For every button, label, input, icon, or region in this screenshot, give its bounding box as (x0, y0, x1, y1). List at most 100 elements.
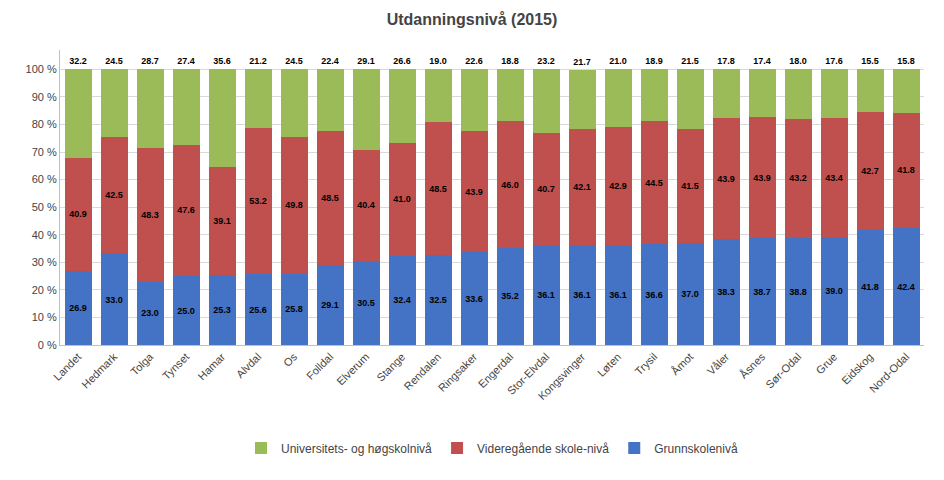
svg-text:22.6: 22.6 (465, 56, 483, 66)
svg-text:39.1: 39.1 (213, 216, 231, 226)
svg-text:39.0: 39.0 (825, 286, 843, 296)
svg-text:53.2: 53.2 (249, 196, 267, 206)
svg-text:41.8: 41.8 (861, 282, 879, 292)
svg-text:48.3: 48.3 (141, 210, 159, 220)
svg-text:43.4: 43.4 (825, 173, 843, 183)
svg-text:42.4: 42.4 (897, 282, 915, 292)
svg-text:Tynset: Tynset (160, 351, 191, 382)
svg-text:Løten: Løten (595, 351, 623, 379)
svg-text:49.8: 49.8 (285, 200, 303, 210)
svg-text:42.1: 42.1 (573, 182, 591, 192)
svg-text:Elverum: Elverum (334, 351, 371, 388)
svg-text:18.9: 18.9 (645, 56, 663, 66)
svg-text:Videregående skole-nivå: Videregående skole-nivå (477, 442, 609, 456)
svg-text:Hedmark: Hedmark (79, 350, 119, 390)
svg-text:46.0: 46.0 (501, 180, 519, 190)
svg-text:21.2: 21.2 (249, 56, 267, 66)
svg-text:32.2: 32.2 (69, 56, 87, 66)
svg-text:48.5: 48.5 (429, 184, 447, 194)
svg-text:40.7: 40.7 (537, 184, 555, 194)
svg-text:38.8: 38.8 (789, 287, 807, 297)
svg-text:28.7: 28.7 (141, 56, 159, 66)
svg-text:29.1: 29.1 (357, 56, 375, 66)
svg-text:42.7: 42.7 (861, 166, 879, 176)
svg-text:40.9: 40.9 (69, 209, 87, 219)
svg-text:19.0: 19.0 (429, 56, 447, 66)
svg-text:24.5: 24.5 (285, 56, 303, 66)
svg-text:Alvdal: Alvdal (234, 351, 264, 381)
svg-text:43.2: 43.2 (789, 173, 807, 183)
svg-text:10 %: 10 % (32, 311, 57, 323)
svg-text:25.8: 25.8 (285, 304, 303, 314)
svg-text:18.0: 18.0 (789, 56, 807, 66)
svg-text:70 %: 70 % (32, 146, 57, 158)
svg-text:Universitets- og høgskolnivå: Universitets- og høgskolnivå (281, 442, 432, 456)
svg-text:25.0: 25.0 (177, 306, 195, 316)
svg-text:21.5: 21.5 (681, 56, 699, 66)
svg-text:33.6: 33.6 (465, 294, 483, 304)
svg-text:Eidskog: Eidskog (839, 351, 875, 387)
svg-text:23.2: 23.2 (537, 56, 555, 66)
svg-text:Hamar: Hamar (195, 350, 227, 382)
svg-text:43.9: 43.9 (465, 187, 483, 197)
svg-text:Grue: Grue (814, 351, 840, 377)
svg-text:21.7: 21.7 (573, 57, 591, 67)
svg-text:Stor-Elvdal: Stor-Elvdal (505, 351, 552, 398)
svg-text:Rendalen: Rendalen (402, 351, 444, 393)
svg-text:36.1: 36.1 (609, 290, 627, 300)
svg-text:37.0: 37.0 (681, 289, 699, 299)
svg-text:23.0: 23.0 (141, 308, 159, 318)
svg-text:Sør-Odal: Sør-Odal (763, 351, 803, 391)
svg-text:Folldal: Folldal (304, 351, 335, 382)
svg-text:43.9: 43.9 (753, 173, 771, 183)
svg-text:22.4: 22.4 (321, 56, 339, 66)
svg-text:Åsnes: Åsnes (737, 350, 767, 380)
svg-text:0 %: 0 % (38, 339, 57, 351)
svg-text:41.5: 41.5 (681, 181, 699, 191)
svg-text:Os: Os (281, 350, 300, 369)
svg-text:30 %: 30 % (32, 256, 57, 268)
svg-text:25.6: 25.6 (249, 305, 267, 315)
svg-text:17.8: 17.8 (717, 56, 735, 66)
svg-text:50 %: 50 % (32, 201, 57, 213)
svg-text:38.7: 38.7 (753, 287, 771, 297)
svg-text:36.1: 36.1 (573, 290, 591, 300)
svg-text:Kongsvinger: Kongsvinger (536, 350, 588, 402)
svg-text:Trysil: Trysil (633, 351, 660, 378)
svg-text:17.6: 17.6 (825, 56, 843, 66)
svg-text:41.0: 41.0 (393, 194, 411, 204)
svg-text:100 %: 100 % (26, 63, 57, 75)
svg-text:80 %: 80 % (32, 118, 57, 130)
svg-text:35.2: 35.2 (501, 291, 519, 301)
svg-text:21.0: 21.0 (609, 56, 627, 66)
svg-text:Åmot: Åmot (669, 351, 696, 378)
svg-text:Grunnskolenivå: Grunnskolenivå (654, 442, 738, 456)
svg-text:42.5: 42.5 (105, 190, 123, 200)
svg-text:Ringsaker: Ringsaker (436, 350, 480, 394)
svg-text:25.3: 25.3 (213, 305, 231, 315)
svg-text:26.9: 26.9 (69, 303, 87, 313)
svg-text:40 %: 40 % (32, 229, 57, 241)
svg-text:24.5: 24.5 (105, 56, 123, 66)
svg-text:44.5: 44.5 (645, 178, 663, 188)
svg-text:26.6: 26.6 (393, 56, 411, 66)
svg-text:47.6: 47.6 (177, 205, 195, 215)
svg-text:27.4: 27.4 (177, 56, 195, 66)
svg-text:33.0: 33.0 (105, 295, 123, 305)
svg-text:Stange: Stange (374, 351, 407, 384)
svg-text:Utdanningsnivå (2015): Utdanningsnivå (2015) (387, 11, 558, 28)
svg-text:38.3: 38.3 (717, 287, 735, 297)
svg-text:60 %: 60 % (32, 173, 57, 185)
svg-text:Landet: Landet (51, 351, 83, 383)
svg-text:41.8: 41.8 (897, 165, 915, 175)
svg-text:32.5: 32.5 (429, 295, 447, 305)
svg-text:35.6: 35.6 (213, 56, 231, 66)
svg-text:Nord-Odal: Nord-Odal (867, 351, 911, 395)
svg-text:32.4: 32.4 (393, 295, 411, 305)
svg-text:43.9: 43.9 (717, 174, 735, 184)
svg-text:Våler: Våler (705, 350, 732, 377)
svg-text:29.1: 29.1 (321, 300, 339, 310)
svg-text:20 %: 20 % (32, 284, 57, 296)
svg-text:15.5: 15.5 (861, 56, 879, 66)
svg-text:90 %: 90 % (32, 91, 57, 103)
